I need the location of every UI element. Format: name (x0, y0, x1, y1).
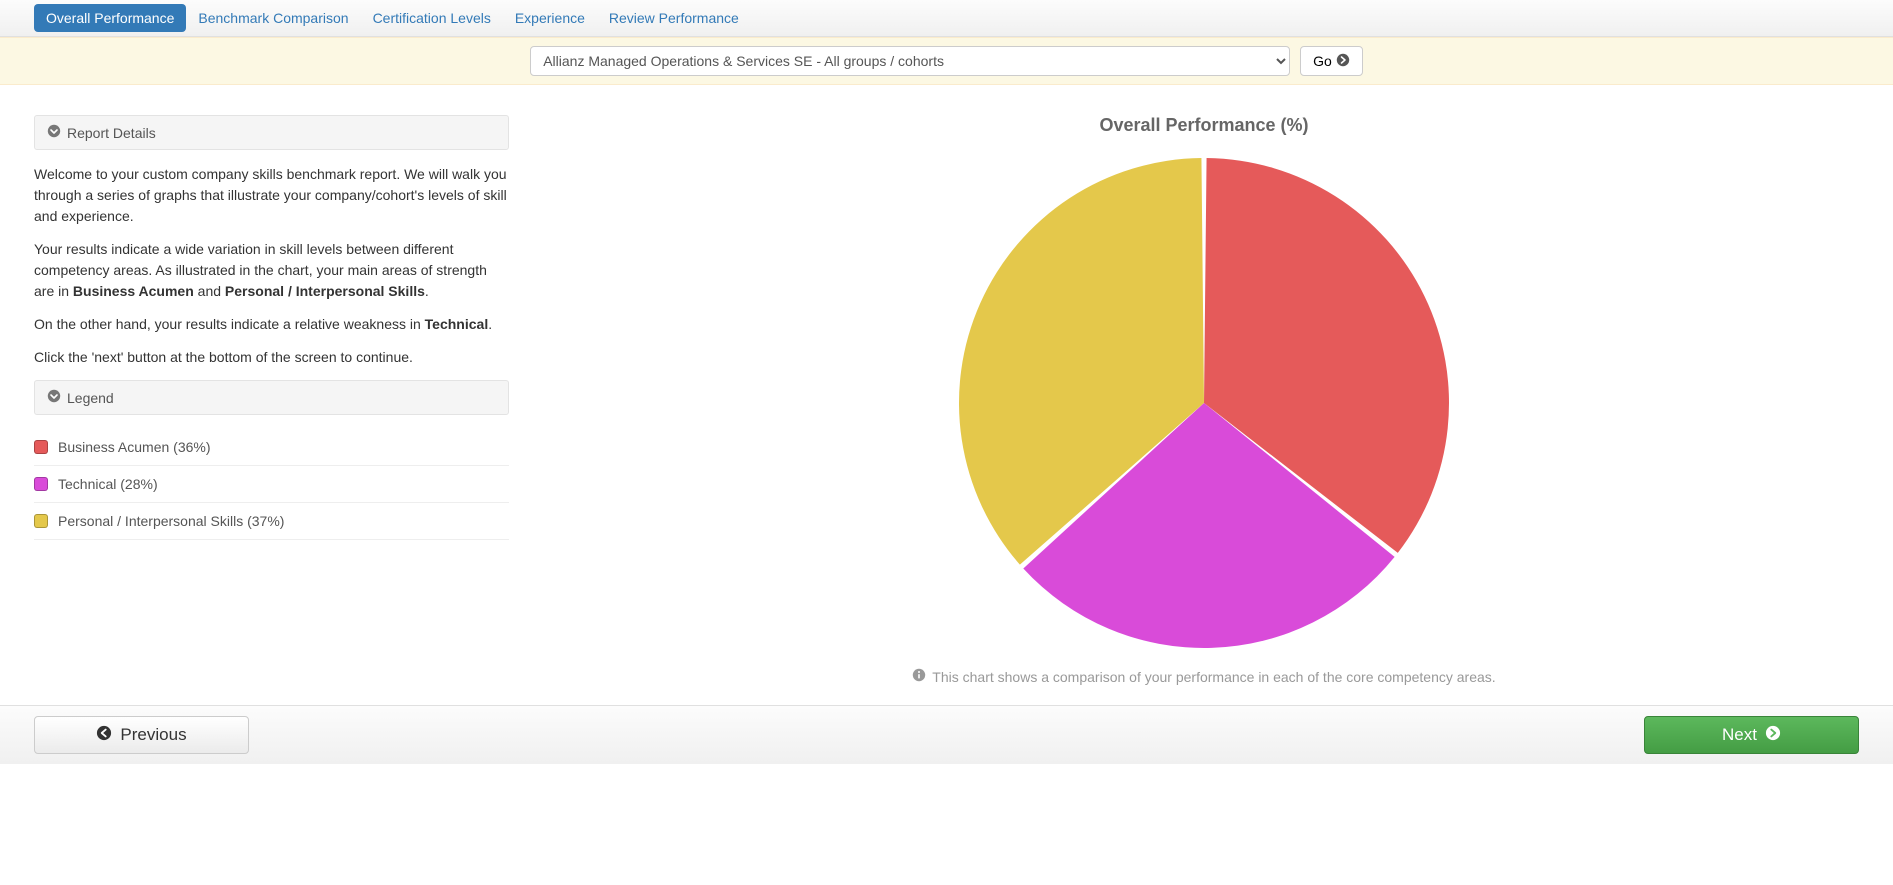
legend-swatch (34, 440, 48, 454)
chevron-down-circle-icon (47, 124, 61, 141)
info-icon (912, 668, 926, 685)
go-button[interactable]: Go (1300, 46, 1363, 76)
legend-item: Technical (28%) (34, 466, 509, 503)
filter-bar: Allianz Managed Operations & Services SE… (0, 37, 1893, 85)
chevron-down-circle-icon (47, 389, 61, 406)
previous-button[interactable]: Previous (34, 716, 249, 754)
legend-list: Business Acumen (36%) Technical (28%) Pers… (34, 429, 509, 540)
chevron-right-circle-icon (1336, 53, 1350, 70)
go-button-label: Go (1313, 53, 1332, 69)
tab-overall-performance[interactable]: Overall Performance (34, 4, 186, 32)
report-p1: Welcome to your custom company skills be… (34, 164, 509, 227)
legend-item: Personal / Interpersonal Skills (37%) (34, 503, 509, 540)
legend-header[interactable]: Legend (34, 380, 509, 415)
report-body: Welcome to your custom company skills be… (34, 164, 509, 368)
next-button-label: Next (1722, 725, 1757, 745)
report-details-title: Report Details (67, 125, 156, 141)
chart-caption: This chart shows a comparison of your pe… (912, 668, 1495, 685)
chevron-left-circle-icon (96, 725, 112, 746)
legend-label: Business Acumen (36%) (58, 439, 211, 455)
tab-certification-levels[interactable]: Certification Levels (361, 4, 503, 32)
tab-review-performance[interactable]: Review Performance (597, 4, 751, 32)
chevron-right-circle-icon (1765, 725, 1781, 746)
tab-experience[interactable]: Experience (503, 4, 597, 32)
chart-column: Overall Performance (%) This chart shows… (549, 115, 1859, 685)
report-details-header[interactable]: Report Details (34, 115, 509, 150)
report-p4: Click the 'next' button at the bottom of… (34, 347, 509, 368)
legend-label: Personal / Interpersonal Skills (37%) (58, 513, 284, 529)
cohort-select[interactable]: Allianz Managed Operations & Services SE… (530, 46, 1290, 76)
next-button[interactable]: Next (1644, 716, 1859, 754)
left-column: Report Details Welcome to your custom co… (34, 115, 509, 685)
report-p2: Your results indicate a wide variation i… (34, 239, 509, 302)
legend-swatch (34, 477, 48, 491)
legend-item: Business Acumen (36%) (34, 429, 509, 466)
legend-label: Technical (28%) (58, 476, 158, 492)
report-p3: On the other hand, your results indicate… (34, 314, 509, 335)
pie-chart (549, 156, 1859, 650)
chart-title: Overall Performance (%) (549, 115, 1859, 136)
legend-title: Legend (67, 390, 114, 406)
footer-bar: Previous Next (0, 705, 1893, 764)
previous-button-label: Previous (120, 725, 186, 745)
legend-swatch (34, 514, 48, 528)
tab-benchmark-comparison[interactable]: Benchmark Comparison (186, 4, 360, 32)
top-nav: Overall PerformanceBenchmark ComparisonC… (0, 0, 1893, 37)
